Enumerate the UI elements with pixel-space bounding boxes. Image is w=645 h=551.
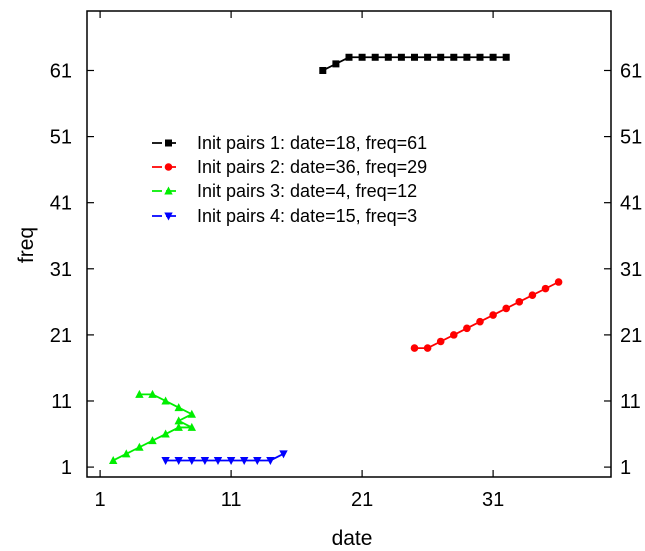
series-1-point: [489, 53, 497, 61]
series-3-point: [174, 403, 183, 412]
series-1-point: [411, 53, 418, 61]
series-2-line: [414, 281, 560, 350]
series-1-point: [424, 53, 432, 61]
legend-item-1: Init pairs 1: date=18, freq=61: [152, 133, 427, 153]
series-3-point: [161, 396, 170, 405]
series-4-point: [200, 456, 210, 465]
series-3-point: [135, 442, 144, 451]
plot-frame: [86, 10, 612, 478]
y-tick-label-left: 51: [50, 127, 72, 149]
y-tick-label-left: 41: [50, 193, 72, 215]
y-tick-label-left: 21: [50, 325, 72, 347]
series-3-point: [174, 416, 183, 425]
series-1-point: [450, 53, 458, 61]
legend-label-2: Init pairs 2: date=36, freq=29: [197, 157, 427, 177]
series-3-point: [174, 422, 183, 431]
series-2-point: [463, 324, 471, 333]
x-tick-label: 31: [482, 489, 504, 511]
legend-label-4: Init pairs 4: date=15, freq=3: [197, 206, 417, 226]
legend-marker-3: [164, 186, 173, 195]
series-2-point: [528, 291, 537, 300]
series-2-point: [515, 298, 524, 306]
legend-label-1: Init pairs 1: date=18, freq=61: [197, 133, 427, 153]
series-1-point: [397, 53, 405, 61]
x-tick-label: 11: [221, 489, 242, 511]
series-2-point: [476, 317, 484, 326]
series-3-point: [187, 409, 196, 418]
series-4-point: [240, 456, 249, 465]
series-2-point: [541, 284, 550, 293]
series-1-point: [371, 53, 379, 61]
series-4-point: [174, 456, 183, 465]
series-1-point: [384, 53, 392, 61]
series-1-point: [319, 66, 327, 74]
y-tick-label-right: 31: [620, 259, 642, 281]
series-4-point: [187, 456, 196, 465]
series-3-point: [161, 429, 170, 438]
series-3-point: [148, 436, 157, 445]
x-axis-label: date: [332, 527, 373, 550]
series-3-point: [122, 449, 131, 458]
y-tick-label-left: 1: [61, 457, 72, 479]
series-1-point: [437, 53, 445, 61]
series-2-point: [423, 344, 432, 352]
legend-marker-2: [164, 163, 173, 171]
series-4-point: [161, 456, 170, 465]
y-tick-label-right: 61: [620, 60, 642, 82]
series-1-point: [463, 53, 471, 61]
series-4-point: [279, 450, 288, 459]
series-2-point: [502, 304, 511, 313]
x-tick-label: 1: [95, 489, 106, 511]
legend-marker-4: [164, 212, 173, 221]
y-tick-label-left: 61: [50, 60, 72, 82]
series-4-point: [253, 456, 262, 465]
y-tick-label-right: 41: [620, 193, 642, 215]
series-3-point: [187, 422, 196, 431]
series-2-point: [410, 344, 419, 352]
series-4-line: [165, 453, 284, 462]
series-4-point: [266, 456, 275, 465]
y-tick-label-right: 21: [620, 325, 642, 347]
series-2-point: [450, 331, 458, 339]
y-tick-label-left: 31: [50, 259, 72, 281]
series-1-point: [358, 53, 366, 61]
series-2-point: [436, 337, 445, 346]
series-1-point: [332, 60, 340, 68]
legend-marker-1: [165, 139, 172, 147]
series-3-point: [135, 389, 144, 398]
y-tick-label-right: 1: [620, 457, 631, 479]
y-axis-label: freq: [15, 227, 38, 263]
series-1-point: [502, 53, 510, 61]
legend-item-3: Init pairs 3: date=4, freq=12: [152, 181, 417, 201]
series-2-point: [554, 278, 563, 286]
series-1-point: [476, 53, 484, 61]
legend: Init pairs 1: date=18, freq=61 Init pairs…: [152, 133, 427, 226]
series-4-point: [226, 456, 236, 465]
x-tick-label: 21: [351, 489, 373, 511]
series-4-point: [213, 456, 223, 465]
series-1-point: [345, 53, 353, 61]
series-3-point: [109, 455, 118, 464]
series-3-point: [148, 389, 157, 398]
legend-label-3: Init pairs 3: date=4, freq=12: [197, 181, 417, 201]
legend-item-2: Init pairs 2: date=36, freq=29: [152, 157, 427, 177]
series-2-point: [489, 311, 497, 319]
y-tick-label-left: 11: [51, 391, 72, 413]
y-tick-label-right: 11: [620, 391, 641, 413]
y-tick-label-right: 51: [620, 127, 642, 149]
legend-item-4: Init pairs 4: date=15, freq=3: [152, 206, 417, 226]
